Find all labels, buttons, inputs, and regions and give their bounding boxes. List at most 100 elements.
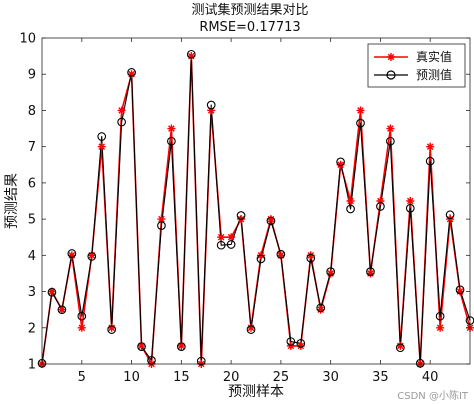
point-pred-30 [336, 157, 345, 167]
y-tick-label-3: 4 [28, 249, 36, 264]
x-axis-label: 预测样本 [228, 384, 284, 400]
point-pred-14 [176, 342, 186, 351]
x-tick-label-3: 20 [223, 370, 240, 385]
point-pred-25 [286, 337, 296, 346]
x-tick-label-2: 15 [173, 370, 190, 385]
point-pred-38 [415, 358, 425, 368]
point-true-6 [97, 142, 106, 151]
point-true-26 [296, 341, 305, 350]
point-pred-23 [266, 216, 276, 226]
point-true-10 [137, 341, 146, 350]
series-layer [37, 49, 474, 368]
chart-subtitle: RMSE=0.17713 [199, 20, 300, 35]
y-tick-label-4: 5 [28, 213, 36, 228]
y-tick-label-8: 9 [28, 68, 36, 83]
point-pred-39 [425, 156, 435, 166]
legend-asterisk [387, 53, 395, 61]
point-pred-40 [435, 311, 445, 321]
point-pred-18 [216, 240, 226, 250]
legend-box [367, 43, 466, 88]
legend-label-true: 真实值 [416, 49, 452, 64]
point-pred-17 [206, 100, 216, 110]
y-tick-label-2: 3 [28, 285, 36, 300]
point-true-29 [326, 269, 335, 278]
point-pred-15 [186, 49, 196, 59]
point-pred-1 [47, 287, 57, 297]
point-pred-37 [405, 203, 415, 213]
point-pred-4 [77, 311, 87, 321]
ticks-layer: 5 10 15 20 25 30 35 40 1 2 3 4 5 6 7 8 9 10 [19, 32, 470, 385]
chart-title: 测试集预测结果对比 [191, 2, 308, 18]
point-pred-13 [167, 136, 176, 146]
x-tick-label-7: 40 [422, 370, 439, 385]
point-true-39 [426, 142, 435, 151]
point-true-9 [127, 70, 136, 79]
point-true-23 [266, 215, 275, 224]
plot-frame [41, 37, 471, 365]
point-pred-32 [356, 118, 365, 128]
point-true-14 [177, 341, 186, 350]
point-pred-2 [57, 305, 67, 315]
point-true-36 [396, 341, 405, 350]
point-pred-27 [306, 253, 316, 263]
point-true-5 [87, 251, 96, 260]
y-tick-label-0: 1 [28, 358, 36, 373]
y-tick-label-5: 6 [28, 176, 36, 191]
x-tick-label-1: 10 [123, 370, 140, 385]
legend-marker-true [387, 53, 395, 61]
y-tick-label-1: 2 [28, 321, 36, 336]
point-pred-19 [226, 240, 236, 249]
point-pred-22 [256, 254, 266, 264]
x-tick-label-0: 5 [78, 370, 86, 385]
point-pred-12 [157, 221, 166, 230]
point-true-37 [406, 197, 415, 205]
point-pred-41 [445, 210, 455, 220]
point-pred-31 [346, 204, 355, 214]
point-true-42 [456, 287, 465, 296]
point-true-31 [346, 197, 355, 205]
point-pred-6 [97, 132, 107, 141]
point-true-13 [167, 124, 176, 133]
point-pred-5 [87, 252, 97, 261]
point-pred-7 [107, 325, 117, 334]
point-pred-33 [366, 267, 375, 276]
point-true-3 [67, 251, 76, 260]
point-pred-26 [296, 339, 306, 348]
watermark: CSDN @小陈IT [397, 391, 468, 402]
point-true-15 [187, 52, 196, 61]
point-pred-16 [196, 356, 206, 366]
point-true-34 [376, 197, 385, 205]
y-tick-label-6: 7 [28, 140, 36, 155]
point-pred-8 [117, 117, 126, 127]
point-pred-42 [455, 285, 465, 295]
point-pred-21 [246, 325, 256, 334]
point-true-18 [217, 233, 226, 242]
y-tick-label-7: 8 [28, 104, 36, 119]
point-true-8 [117, 106, 126, 115]
point-pred-28 [316, 303, 326, 313]
point-true-30 [336, 160, 345, 169]
point-true-32 [356, 106, 365, 115]
legend-marker-pred [386, 70, 396, 80]
point-pred-35 [386, 136, 395, 146]
point-true-4 [77, 323, 86, 332]
y-tick-label-9: 10 [19, 32, 36, 47]
point-true-40 [436, 323, 445, 332]
point-true-28 [316, 305, 325, 314]
point-true-19 [227, 233, 236, 242]
point-true-27 [306, 251, 315, 260]
x-tick-label-4: 25 [273, 370, 290, 385]
point-pred-20 [236, 211, 246, 220]
x-tick-label-6: 35 [372, 370, 389, 385]
y-axis-label: 预测结果 [4, 173, 20, 229]
point-true-33 [366, 269, 375, 278]
series-line-1 [41, 53, 471, 364]
point-true-24 [276, 251, 285, 260]
point-pred-29 [326, 267, 336, 276]
point-true-12 [157, 215, 166, 224]
point-true-7 [107, 323, 116, 332]
point-pred-3 [67, 249, 77, 258]
point-true-35 [386, 124, 395, 133]
x-tick-label-5: 30 [322, 370, 339, 385]
